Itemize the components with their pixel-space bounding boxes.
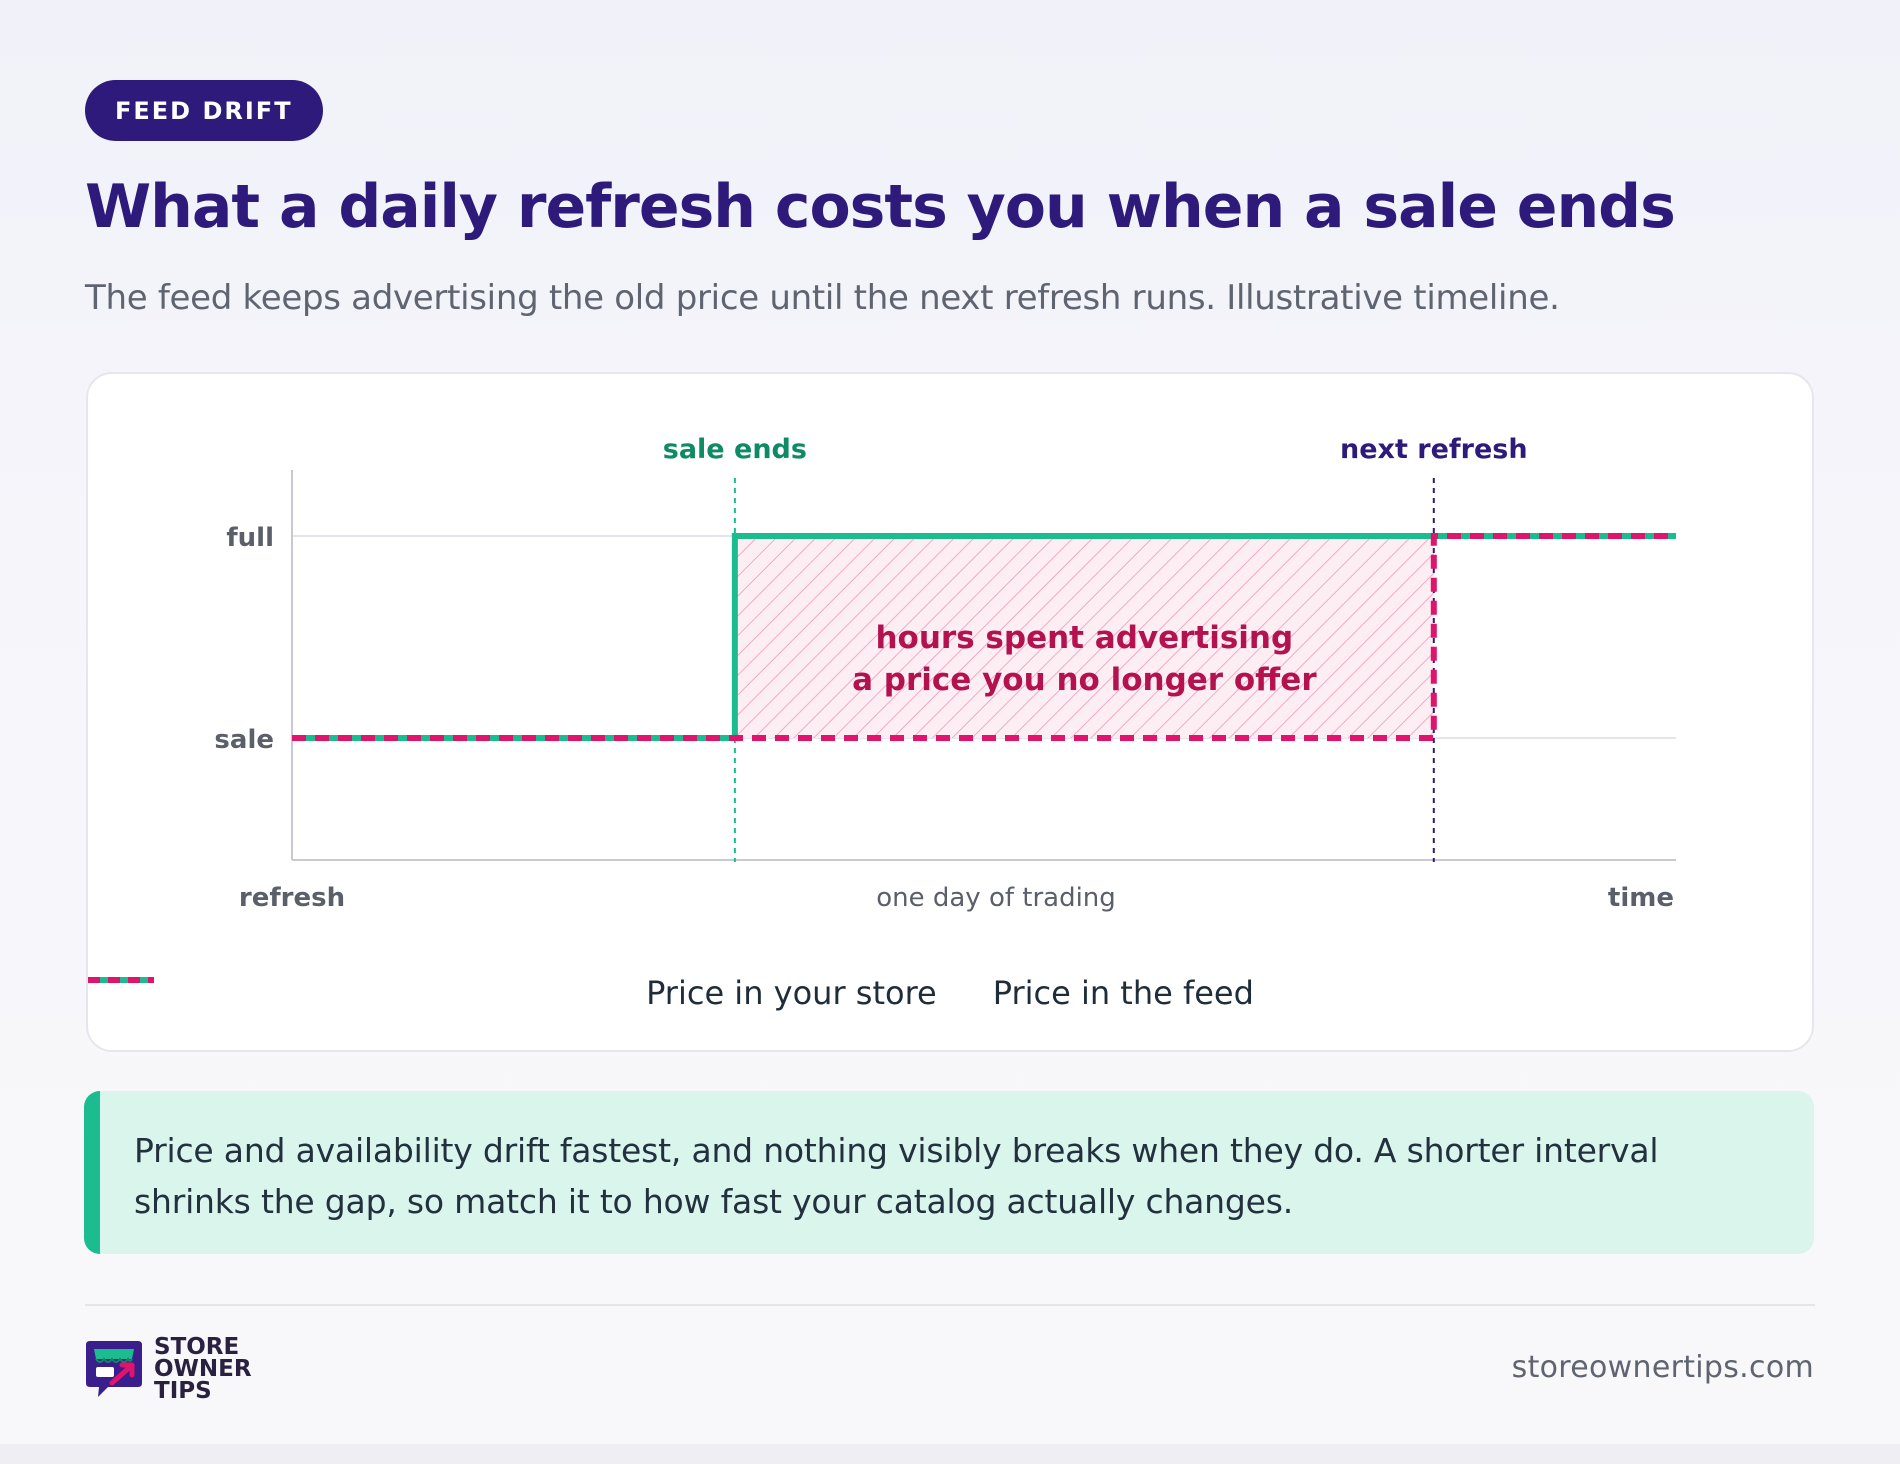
brand-word-3: TIPS — [154, 1378, 212, 1404]
brand-word-1: STORE — [154, 1334, 240, 1360]
brand-wordmark: STORE OWNER TIPS — [154, 1334, 252, 1404]
bottom-strip — [0, 1444, 1900, 1464]
y-tick-label-sale: sale — [214, 725, 274, 755]
series-line-1 — [292, 533, 1676, 741]
chart-legend: Price in your store Price in the feed — [88, 974, 1812, 1012]
x-label-start: refresh — [239, 883, 345, 913]
legend-item-store: Price in your store — [88, 974, 937, 1012]
series-line-0 — [292, 533, 1676, 741]
x-label-middle: one day of trading — [876, 883, 1116, 913]
callout-text: Price and availability drift fastest, an… — [134, 1131, 1659, 1221]
insight-callout: Price and availability drift fastest, an… — [84, 1091, 1814, 1254]
timeline-chart: sale full sale ends next refresh hours spent… — [214, 434, 1676, 913]
site-url[interactable]: storeownertips.com — [1511, 1350, 1814, 1385]
dashed-line-icon — [88, 977, 154, 983]
legend-item-feed: Price in the feed — [88, 974, 1254, 1012]
marker-label-1: next refresh — [1340, 434, 1528, 465]
annotation-line-0: hours spent advertising — [875, 620, 1293, 656]
footer-divider — [85, 1304, 1815, 1306]
brand-word-2: OWNER — [154, 1356, 252, 1382]
category-badge: FEED DRIFT — [85, 80, 323, 141]
callout-accent-bar — [84, 1091, 100, 1254]
y-tick-label-full: full — [226, 523, 274, 553]
page-title: What a daily refresh costs you when a sa… — [85, 172, 1676, 242]
marker-label-0: sale ends — [663, 434, 807, 465]
x-label-end: time — [1608, 883, 1674, 913]
brand-logo: STORE OWNER TIPS — [84, 1334, 252, 1404]
stale-price-region — [734, 536, 1434, 738]
page-subtitle: The feed keeps advertising the old price… — [85, 278, 1560, 318]
storefront-chart-icon — [86, 1341, 142, 1397]
legend-label-store: Price in your store — [646, 974, 937, 1012]
legend-label-feed: Price in the feed — [992, 974, 1254, 1012]
annotation-line-1: a price you no longer offer — [852, 662, 1317, 698]
chart-card: sale full sale ends next refresh hours spent… — [86, 372, 1814, 1052]
